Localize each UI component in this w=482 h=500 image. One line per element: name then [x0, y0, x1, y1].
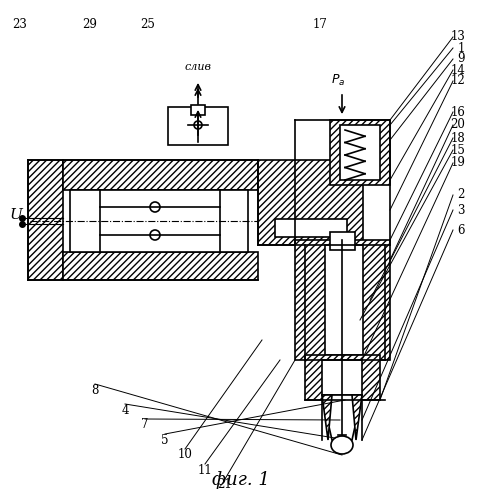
Text: 4: 4: [121, 404, 129, 416]
Text: 7: 7: [141, 418, 149, 432]
Ellipse shape: [331, 436, 353, 454]
Text: 20: 20: [450, 118, 465, 132]
Bar: [295, 240, 390, 360]
Bar: [305, 355, 380, 400]
Circle shape: [150, 202, 160, 212]
Bar: [28, 160, 63, 280]
Text: 3: 3: [457, 204, 465, 216]
Polygon shape: [322, 395, 362, 440]
Bar: [275, 219, 347, 237]
Text: 29: 29: [82, 18, 97, 32]
Text: 23: 23: [13, 18, 27, 32]
Text: 2: 2: [457, 188, 465, 202]
Text: $P_a$: $P_a$: [331, 72, 345, 88]
Polygon shape: [352, 395, 362, 440]
Text: 21: 21: [218, 478, 232, 492]
Text: U: U: [10, 208, 23, 222]
Text: 17: 17: [312, 18, 327, 32]
Bar: [63, 252, 258, 280]
Bar: [191, 105, 205, 115]
Bar: [168, 107, 228, 145]
Text: 6: 6: [457, 224, 465, 236]
Polygon shape: [322, 395, 332, 440]
Bar: [63, 160, 258, 190]
Bar: [322, 360, 362, 395]
Bar: [325, 245, 363, 355]
Text: 1: 1: [457, 42, 465, 54]
Circle shape: [150, 230, 160, 240]
Bar: [340, 125, 380, 180]
Bar: [330, 232, 355, 250]
Text: 10: 10: [177, 448, 192, 462]
Text: 13: 13: [450, 30, 465, 44]
Text: слив: слив: [185, 62, 212, 72]
Text: 5: 5: [161, 434, 169, 446]
Text: 14: 14: [450, 64, 465, 76]
Text: 16: 16: [450, 106, 465, 118]
Text: 12: 12: [450, 74, 465, 88]
Text: 18: 18: [450, 132, 465, 144]
Bar: [258, 160, 363, 245]
Text: фиг. 1: фиг. 1: [212, 471, 270, 489]
Bar: [330, 120, 390, 185]
Text: 11: 11: [198, 464, 213, 476]
Text: 15: 15: [450, 144, 465, 156]
Text: 9: 9: [457, 52, 465, 66]
Text: 19: 19: [450, 156, 465, 170]
Text: 8: 8: [91, 384, 99, 396]
Text: 25: 25: [141, 18, 155, 32]
Bar: [70, 190, 248, 252]
